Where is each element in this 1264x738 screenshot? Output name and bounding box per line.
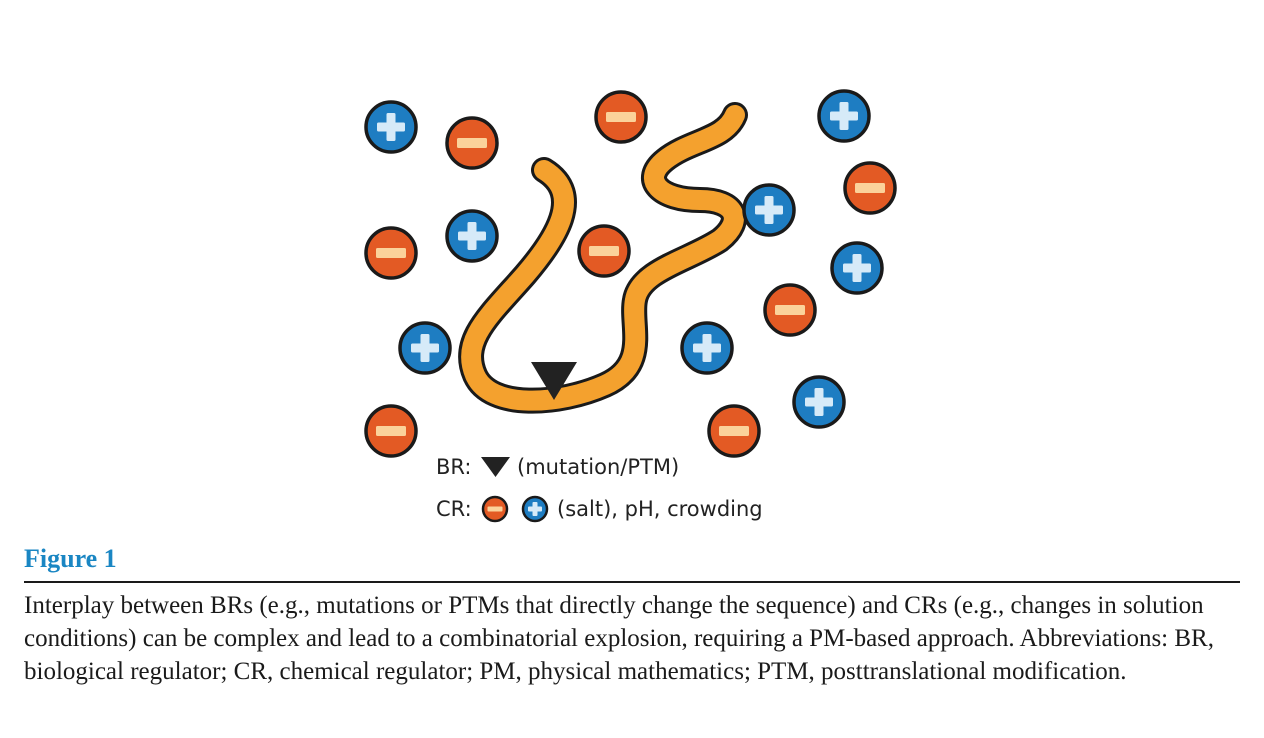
- figure-caption: Interplay between BRs (e.g., mutations o…: [24, 592, 1214, 685]
- minus-ion-icon: [577, 224, 631, 278]
- minus-ion-icon: [364, 226, 418, 280]
- minus-ion-icon: [843, 161, 897, 215]
- plus-ion-icon: [742, 183, 796, 237]
- plus-ion-icon: [817, 89, 871, 143]
- triangle-marker-icon: [531, 362, 577, 400]
- minus-ion-icon: [707, 404, 761, 458]
- minus-ion-icon: [594, 90, 648, 144]
- polymer-chain: [458, 102, 748, 414]
- legend-cr-label: CR:: [436, 497, 472, 521]
- figure-legend: BR: (mutation/PTM) CR: (salt), pH, crowd…: [436, 455, 763, 523]
- plus-ion-icon: [680, 321, 734, 375]
- legend-br-text: (mutation/PTM): [517, 455, 679, 479]
- minus-ion-icon: [445, 116, 499, 170]
- figure-label: Figure 1: [24, 544, 117, 573]
- plus-ion-icon: [830, 241, 884, 295]
- plus-ion-icon: [445, 209, 499, 263]
- plus-ion-icon: [398, 321, 452, 375]
- minus-ion-icon: [364, 404, 418, 458]
- plus-ion-icon: [364, 100, 418, 154]
- legend-cr-text: (salt), pH, crowding: [557, 497, 763, 521]
- caption-divider: [24, 581, 1240, 583]
- plus-ion-icon: [792, 375, 846, 429]
- legend-plus-ion-icon: [521, 495, 549, 523]
- figure-illustration: BR: (mutation/PTM) CR: (salt), pH, crowd…: [364, 89, 897, 523]
- legend-minus-ion-icon: [481, 495, 509, 523]
- minus-ion-icon: [763, 283, 817, 337]
- legend-br-label: BR:: [436, 455, 471, 479]
- legend-triangle-icon: [481, 457, 510, 477]
